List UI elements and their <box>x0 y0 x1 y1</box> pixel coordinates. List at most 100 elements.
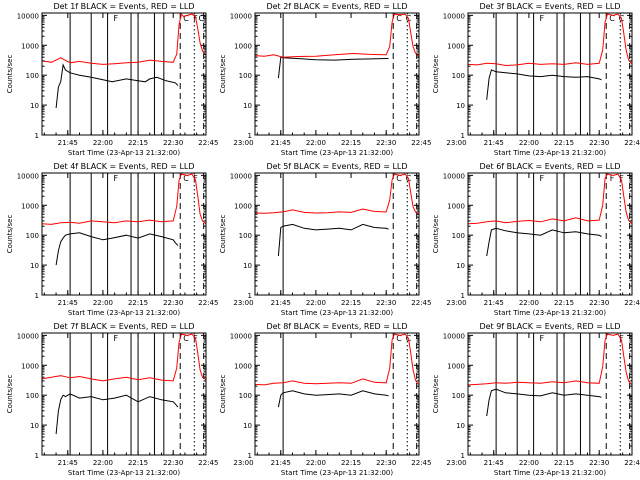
marker-label: C <box>183 174 189 183</box>
marker-label: C <box>183 334 189 343</box>
y-axis-label: Counts/sec <box>219 55 227 94</box>
marker-label: F <box>113 14 118 23</box>
series-line-events <box>55 63 179 109</box>
marker-label: F <box>610 174 615 183</box>
x-tick-label: 22:45 <box>624 459 640 467</box>
x-axis-label: Start Time (23-Apr-13 21:32:00) <box>281 469 393 477</box>
marker-label: F <box>619 174 624 183</box>
y-tick-label: 100 <box>26 72 39 80</box>
y-tick-label: 10000 <box>230 12 252 20</box>
y-tick-label: 10000 <box>443 12 465 20</box>
y-axis-label: Counts/sec <box>219 215 227 254</box>
x-tick-label: 21:45 <box>484 459 504 467</box>
x-tick-label: 22:15 <box>554 299 574 307</box>
x-tick-label: 22:30 <box>376 459 396 467</box>
x-axis-label: Start Time (23-Apr-13 21:32:00) <box>281 309 393 317</box>
x-tick-label: 22:15 <box>554 459 574 467</box>
marker-label: F <box>113 174 118 183</box>
marker-label: C <box>396 14 402 23</box>
x-tick-label: 21:45 <box>271 299 291 307</box>
x-axis-label: Start Time (23-Apr-13 21:32:00) <box>68 309 180 317</box>
marker-label: C <box>609 14 615 23</box>
y-tick-label: 100 <box>239 392 252 400</box>
y-tick-label: 10 <box>30 262 39 270</box>
panel-title: Det 6f BLACK = Events, RED = LLD <box>479 162 620 171</box>
y-tick-label: 1 <box>461 132 465 140</box>
series-line-lld <box>468 173 632 225</box>
marker-label: F <box>539 14 544 23</box>
series-group <box>42 333 206 435</box>
y-tick-label: 1 <box>461 452 465 460</box>
x-tick-label: 22:45 <box>198 459 218 467</box>
x-tick-label: 22:30 <box>163 299 183 307</box>
panel-title: Det 2f BLACK = Events, RED = LLD <box>266 2 407 11</box>
y-tick-label: 1000 <box>234 202 252 210</box>
series-line-events <box>486 69 602 100</box>
x-tick-label: 21:45 <box>484 139 504 147</box>
panel-1: Det 1f BLACK = Events, RED = LLD Counts/s… <box>6 2 254 157</box>
y-tick-label: 10 <box>30 102 39 110</box>
y-tick-label: 100 <box>239 232 252 240</box>
series-line-lld <box>468 333 632 386</box>
x-tick-label: 22:15 <box>128 459 148 467</box>
x-tick-label: 22:15 <box>341 299 361 307</box>
x-tick-label: 22:30 <box>589 459 609 467</box>
x-axis-label: Start Time (23-Apr-13 21:32:00) <box>281 149 393 157</box>
x-tick-label: 23:00 <box>446 459 466 467</box>
x-tick-label: 22:45 <box>411 299 431 307</box>
y-tick-label: 10000 <box>230 332 252 340</box>
series-group <box>255 333 419 408</box>
panel-8: Det 8f BLACK = Events, RED = LLD Counts/s… <box>219 322 467 477</box>
panel-2: Det 2f BLACK = Events, RED = LLD Counts/s… <box>219 2 467 157</box>
x-tick-label: 23:00 <box>446 139 466 147</box>
y-tick-label: 10000 <box>443 172 465 180</box>
series-line-lld <box>255 13 419 58</box>
x-tick-label: 22:15 <box>554 139 574 147</box>
x-tick-label: 22:45 <box>198 139 218 147</box>
y-tick-label: 10000 <box>17 332 39 340</box>
series-line-lld <box>255 333 419 386</box>
y-tick-label: 1000 <box>21 202 39 210</box>
marker-label: C <box>396 174 402 183</box>
series-line-events <box>55 232 179 266</box>
x-tick-label: 22:15 <box>341 459 361 467</box>
series-group <box>255 13 419 79</box>
y-tick-label: 1000 <box>21 42 39 50</box>
plot-frame <box>467 12 633 136</box>
series-group <box>42 173 206 266</box>
y-tick-label: 1 <box>461 292 465 300</box>
series-group <box>468 333 632 417</box>
y-tick-label: 1000 <box>21 362 39 370</box>
series-line-events <box>55 393 179 435</box>
marker-label: F <box>539 174 544 183</box>
x-tick-label: 23:00 <box>233 459 253 467</box>
x-axis-label: Start Time (23-Apr-13 21:32:00) <box>494 149 606 157</box>
x-tick-label: 22:30 <box>163 139 183 147</box>
y-tick-label: 10 <box>243 262 252 270</box>
y-tick-label: 1000 <box>234 42 252 50</box>
x-tick-label: 22:00 <box>519 459 539 467</box>
series-line-lld <box>42 173 206 225</box>
y-tick-label: 100 <box>239 72 252 80</box>
series-group <box>468 13 632 100</box>
y-tick-label: 1 <box>35 452 39 460</box>
x-tick-label: 22:15 <box>128 139 148 147</box>
y-tick-label: 1 <box>248 132 252 140</box>
plot-frame <box>41 12 207 136</box>
y-tick-label: 100 <box>452 392 465 400</box>
x-tick-label: 22:45 <box>624 299 640 307</box>
x-tick-label: 23:00 <box>233 139 253 147</box>
panel-9: Det 9f BLACK = Events, RED = LLD Counts/s… <box>432 322 640 477</box>
y-tick-label: 1000 <box>447 42 465 50</box>
x-tick-label: 22:00 <box>93 139 113 147</box>
x-tick-label: 22:00 <box>93 459 113 467</box>
x-tick-label: 21:45 <box>484 299 504 307</box>
panel-title: Det 1f BLACK = Events, RED = LLD <box>53 2 194 11</box>
event-lines <box>282 13 418 135</box>
plot-frame <box>467 172 633 296</box>
marker-label: C <box>396 334 402 343</box>
plot-frame <box>254 12 420 136</box>
y-axis-label: Counts/sec <box>6 375 14 414</box>
y-tick-label: 1 <box>248 452 252 460</box>
x-tick-label: 22:00 <box>519 139 539 147</box>
